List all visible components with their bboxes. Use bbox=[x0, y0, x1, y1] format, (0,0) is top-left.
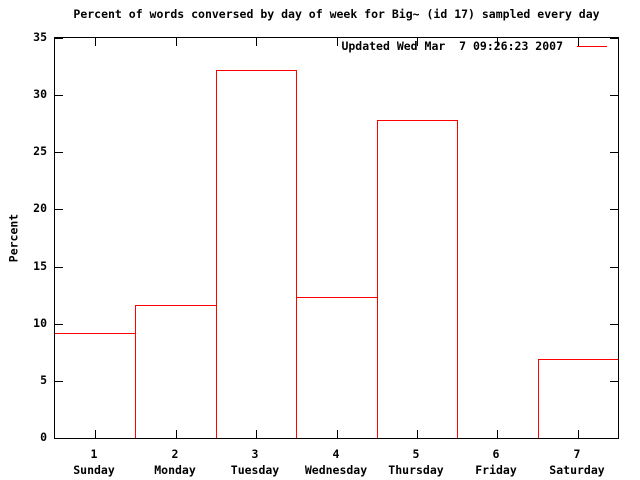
y-tick-right bbox=[610, 209, 618, 210]
y-axis-label: Percent bbox=[6, 213, 21, 263]
y-tick-label: 10 bbox=[33, 316, 47, 330]
y-tick-right bbox=[610, 38, 618, 39]
x-tick-top bbox=[256, 38, 257, 46]
y-tick-right bbox=[610, 438, 618, 439]
x-tick-bottom bbox=[417, 430, 418, 438]
y-tick-right bbox=[610, 95, 618, 96]
y-tick-left bbox=[55, 324, 63, 325]
y-tick-label: 25 bbox=[33, 144, 47, 158]
y-tick-left bbox=[55, 381, 63, 382]
plot-area: Updated Wed Mar 7 09:26:23 2007 bbox=[54, 37, 619, 439]
x-tick-bottom bbox=[256, 430, 257, 438]
y-tick-right bbox=[610, 324, 618, 325]
y-tick-left bbox=[55, 152, 63, 153]
x-tick-label: 7 bbox=[573, 447, 581, 461]
legend-line-sample-icon bbox=[577, 46, 607, 47]
y-tick-label: 15 bbox=[33, 259, 47, 273]
y-tick-label: 0 bbox=[40, 430, 47, 444]
legend-label: Updated Wed Mar 7 09:26:23 2007 bbox=[341, 39, 563, 53]
chart-title: Percent of words conversed by day of wee… bbox=[73, 7, 600, 21]
bar-tuesday bbox=[216, 70, 297, 438]
x-category-label: Tuesday bbox=[230, 463, 280, 477]
x-category-label: Saturday bbox=[549, 463, 605, 477]
x-tick-top bbox=[578, 38, 579, 46]
bar-thursday bbox=[377, 120, 458, 438]
x-tick-top bbox=[337, 38, 338, 46]
y-tick-left bbox=[55, 438, 63, 439]
x-tick-bottom bbox=[578, 430, 579, 438]
x-tick-label: 3 bbox=[251, 447, 259, 461]
x-tick-top bbox=[176, 38, 177, 46]
x-category-label: Friday bbox=[475, 463, 517, 477]
y-tick-label: 5 bbox=[40, 373, 47, 387]
x-tick-bottom bbox=[337, 430, 338, 438]
y-tick-left bbox=[55, 38, 63, 39]
y-tick-right bbox=[610, 267, 618, 268]
bar-saturday bbox=[538, 359, 618, 438]
x-category-label: Monday bbox=[154, 463, 196, 477]
x-tick-label: 6 bbox=[492, 447, 500, 461]
y-tick-label: 35 bbox=[33, 30, 47, 44]
x-tick-top bbox=[95, 38, 96, 46]
bar-monday bbox=[135, 305, 217, 438]
x-tick-label: 1 bbox=[90, 447, 98, 461]
y-tick-label: 20 bbox=[33, 201, 47, 215]
x-tick-top bbox=[497, 38, 498, 46]
x-tick-bottom bbox=[95, 430, 96, 438]
bar-wednesday bbox=[296, 297, 378, 438]
x-tick-label: 5 bbox=[412, 447, 420, 461]
y-tick-left bbox=[55, 209, 63, 210]
x-tick-label: 2 bbox=[171, 447, 179, 461]
x-category-label: Wednesday bbox=[304, 463, 368, 477]
y-tick-right bbox=[610, 381, 618, 382]
x-tick-bottom bbox=[497, 430, 498, 438]
x-tick-label: 4 bbox=[332, 447, 340, 461]
x-tick-bottom bbox=[176, 430, 177, 438]
x-tick-top bbox=[417, 38, 418, 46]
x-category-label: Thursday bbox=[388, 463, 444, 477]
legend: Updated Wed Mar 7 09:26:23 2007 bbox=[341, 40, 607, 53]
x-category-label: Sunday bbox=[73, 463, 115, 477]
y-tick-right bbox=[610, 152, 618, 153]
y-tick-left bbox=[55, 267, 63, 268]
y-tick-left bbox=[55, 95, 63, 96]
bar-sunday bbox=[55, 333, 136, 438]
y-tick-label: 30 bbox=[33, 87, 47, 101]
